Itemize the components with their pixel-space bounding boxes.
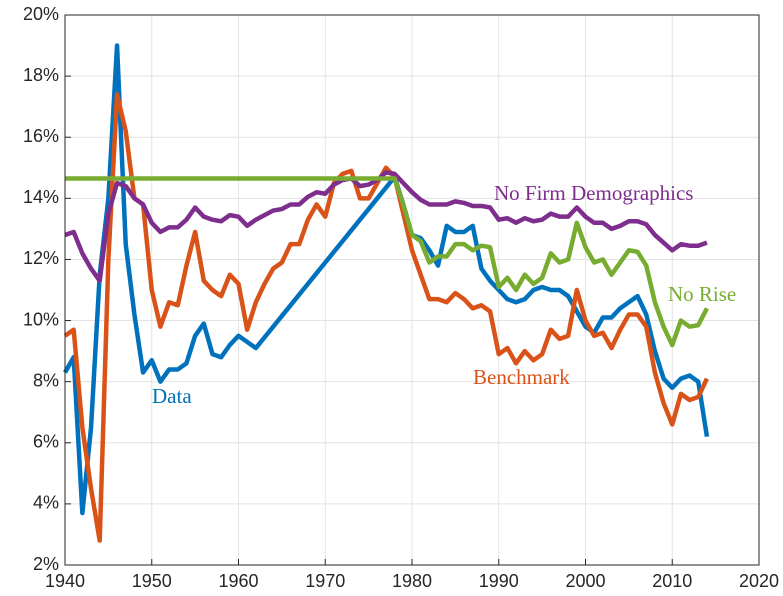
series-line: [65, 176, 709, 348]
y-tick-label: 20%: [23, 4, 59, 24]
x-tick-label: 2020: [739, 571, 779, 591]
x-tick-label: 1980: [392, 571, 432, 591]
x-tick-label: 2000: [565, 571, 605, 591]
y-tick-label: 10%: [23, 309, 59, 329]
x-tick-label: 1940: [45, 571, 85, 591]
series-line: [64, 170, 708, 284]
x-tick-label: 2010: [652, 571, 692, 591]
series-line: [63, 43, 710, 516]
x-tick-label: 1960: [218, 571, 258, 591]
series-label: No Rise: [668, 282, 736, 306]
y-tick-label: 18%: [23, 65, 59, 85]
series-label: Data: [152, 384, 192, 408]
x-tick-label: 1970: [305, 571, 345, 591]
y-tick-label: 14%: [23, 187, 59, 207]
y-tick-label: 6%: [33, 432, 59, 452]
y-tick-label: 12%: [23, 248, 59, 268]
x-tick-label: 1950: [132, 571, 172, 591]
x-tick-label: 1990: [479, 571, 519, 591]
y-tick-label: 2%: [33, 554, 59, 574]
axes-frame: [64, 14, 760, 566]
series-label: No Firm Demographics: [494, 181, 693, 205]
y-tick-label: 4%: [33, 493, 59, 513]
lines: [63, 43, 710, 543]
labels: 2% 4% 6% 8% 10% 12% 14% 16% 18% 20% 1940 1950 1960 19…: [23, 4, 779, 591]
series-line: [63, 92, 709, 543]
series-label: Benchmark: [473, 365, 570, 389]
y-tick-label: 16%: [23, 126, 59, 146]
y-tick-label: 8%: [33, 370, 59, 390]
